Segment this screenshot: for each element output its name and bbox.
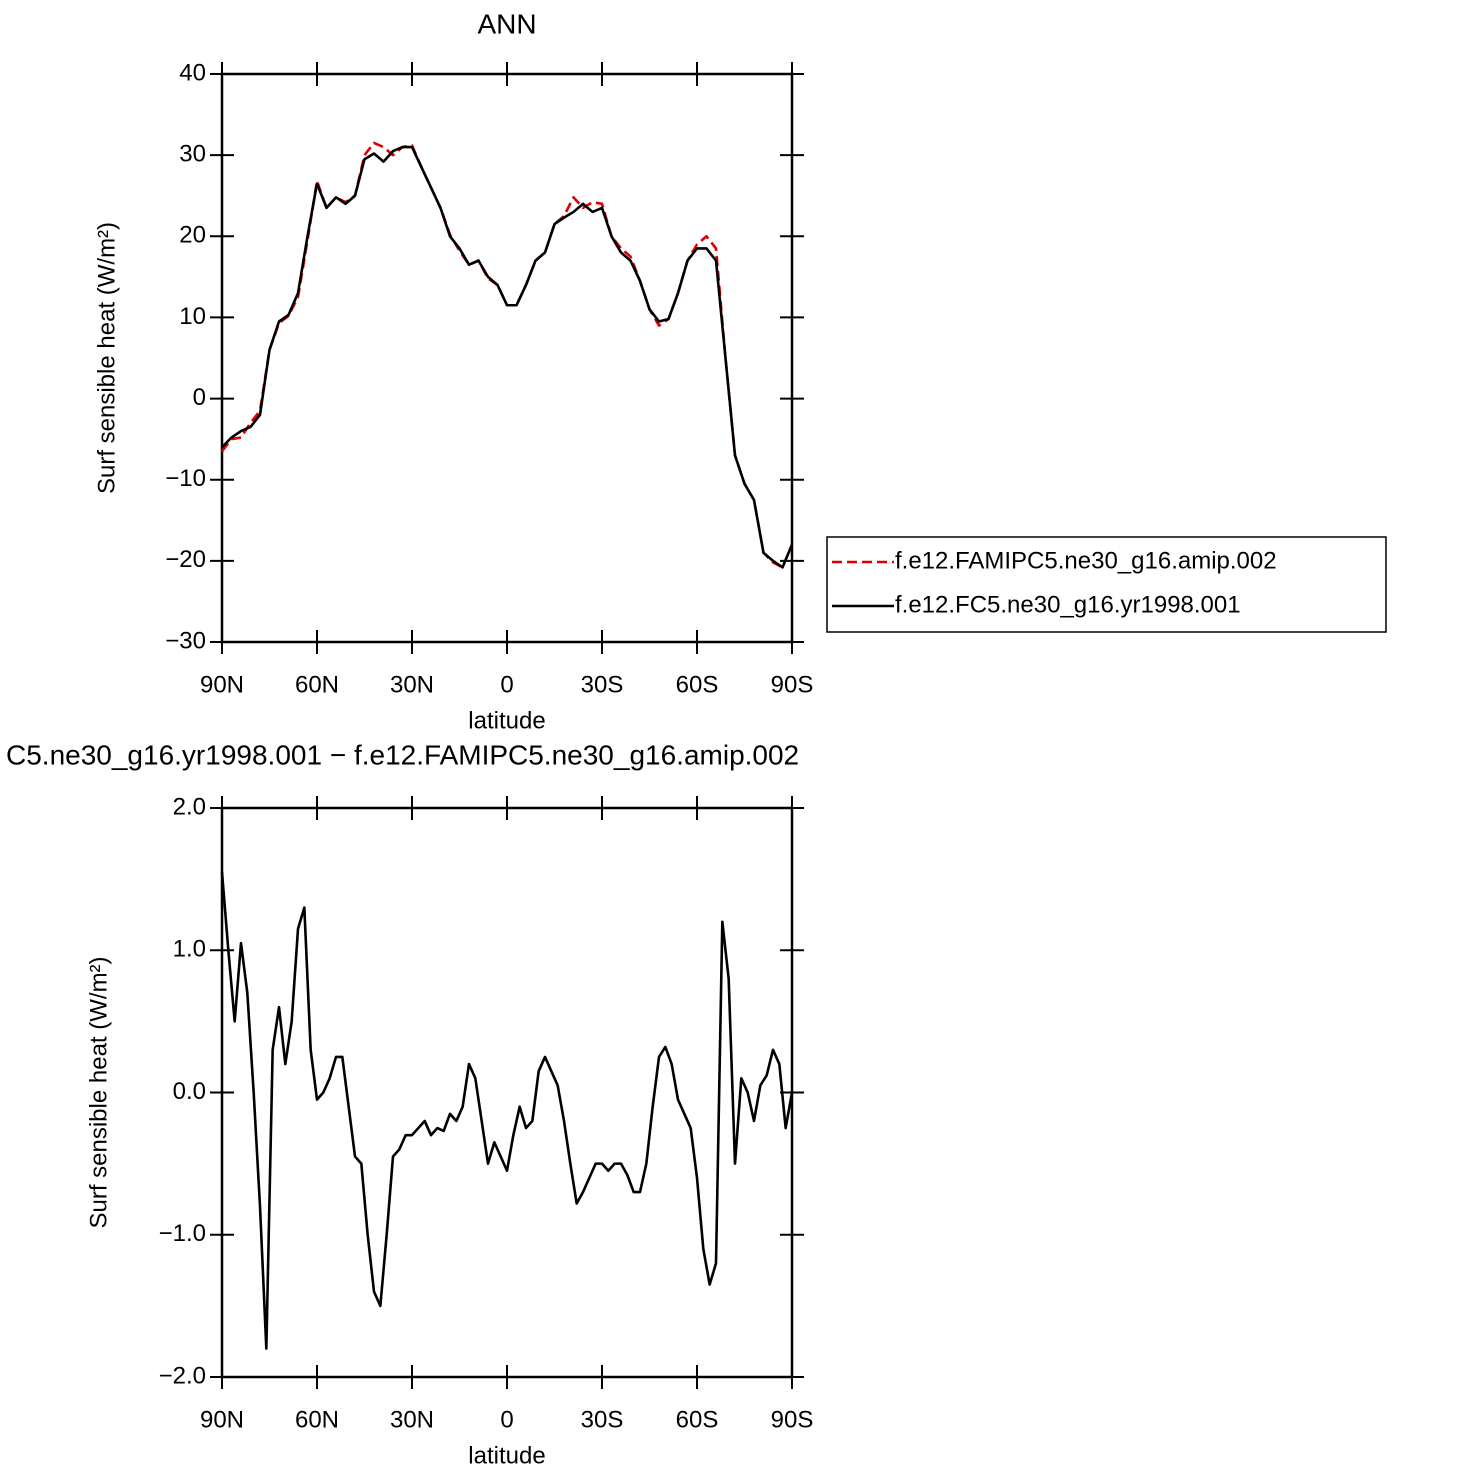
y-tick-label: −20: [165, 546, 206, 573]
x-tick-label: 30S: [581, 671, 624, 698]
x-tick-label: 90N: [200, 1406, 244, 1433]
legend-label: f.e12.FAMIPC5.ne30_g16.amip.002: [895, 547, 1277, 574]
x-tick-label: 0: [500, 1406, 513, 1433]
legend-box: [826, 536, 1387, 633]
y-tick-label: 0: [193, 384, 206, 411]
plot-frame: [220, 72, 794, 644]
x-tick-label: 60N: [295, 1406, 339, 1433]
data-line: [220, 141, 794, 569]
legend-label: f.e12.FC5.ne30_g16.yr1998.001: [895, 591, 1241, 618]
x-tick-label: 90N: [200, 671, 244, 698]
x-tick-label: 30S: [581, 1406, 624, 1433]
x-tick-label: 30N: [390, 671, 434, 698]
x-axis-label: latitude: [468, 1442, 545, 1469]
x-tick-label: 90S: [771, 671, 814, 698]
y-tick-label: 1.0: [173, 936, 206, 963]
x-tick-label: 60N: [295, 671, 339, 698]
y-axis-label: Surf sensible heat (W/m²): [85, 956, 112, 1228]
x-tick-label: 90S: [771, 1406, 814, 1433]
y-tick-label: 2.0: [173, 793, 206, 820]
y-tick-label: 0.0: [173, 1078, 206, 1105]
data-line: [220, 871, 794, 1350]
y-tick-label: 20: [179, 222, 206, 249]
data-line: [221, 145, 794, 569]
y-axis-label: Surf sensible heat (W/m²): [93, 222, 120, 494]
y-tick-label: 10: [179, 303, 206, 330]
x-axis-label: latitude: [468, 707, 545, 734]
chart-title: C5.ne30_g16.yr1998.001 − f.e12.FAMIPC5.n…: [6, 739, 799, 770]
y-tick-label: 30: [179, 140, 206, 167]
y-tick-label: −2.0: [159, 1362, 206, 1389]
y-tick-label: −10: [165, 465, 206, 492]
x-tick-label: 0: [500, 671, 513, 698]
x-tick-label: 30N: [390, 1406, 434, 1433]
y-tick-label: 40: [179, 59, 206, 86]
y-tick-label: −30: [165, 627, 206, 654]
x-tick-label: 60S: [676, 1406, 719, 1433]
y-tick-label: −1.0: [159, 1220, 206, 1247]
chart-title: ANN: [477, 8, 536, 39]
plot-frame: [220, 806, 794, 1379]
x-tick-label: 60S: [676, 671, 719, 698]
